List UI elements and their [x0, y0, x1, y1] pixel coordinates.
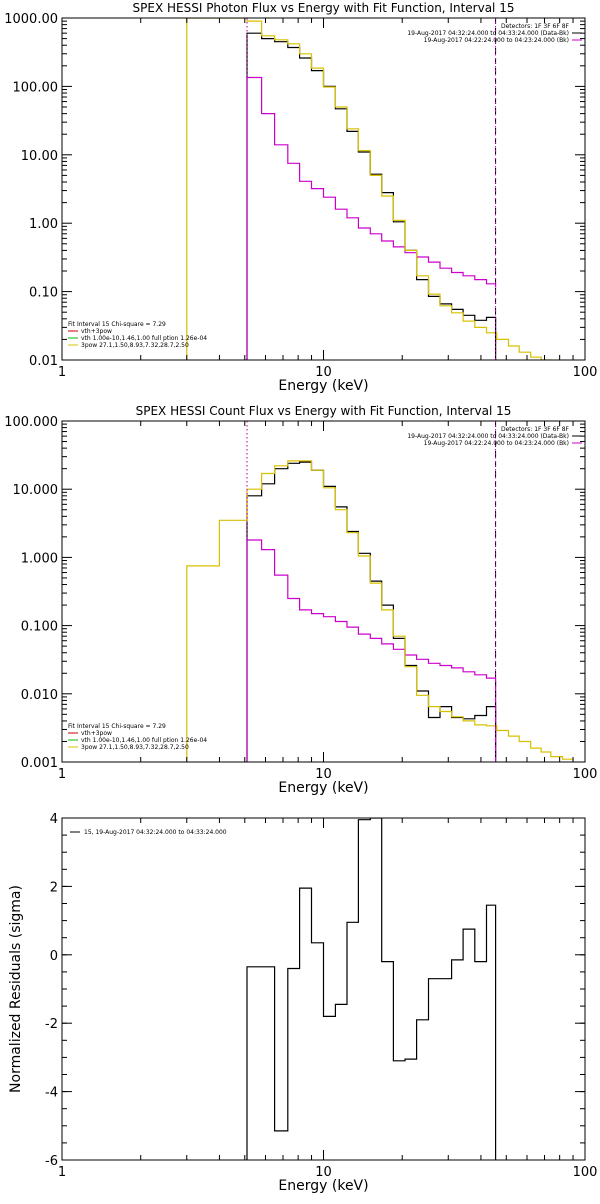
x-axis-label: Energy (keV) [278, 1178, 368, 1194]
legend-bottom-text: 3pow 27.1,1.50,8.93,7.32,28.7,2.50 [81, 744, 189, 751]
series-line-1 [246, 76, 497, 360]
x-tick-label: 10 [315, 767, 332, 782]
y-tick-label: 1000.00 [4, 12, 58, 27]
legend-top-text: 19-Aug-2017 04:22:24.000 to 04:23:24.000… [424, 440, 569, 447]
legend-top-text: Detectors: 1F 3F 6F 8F [501, 426, 570, 433]
y-tick-label: 0.100 [21, 620, 58, 635]
y-tick-label: 100.000 [4, 415, 58, 430]
y-tick-label: 0 [50, 949, 58, 964]
series-line-2 [186, 460, 574, 762]
x-tick-label: 1 [58, 1165, 66, 1180]
legend-bottom-text: 3pow 27.1,1.50,8.93,7.32,28.7,2.50 [81, 342, 189, 349]
legend-top-text: 15, 19-Aug-2017 04:32:24.000 to 04:33:24… [84, 829, 227, 836]
chart-title: SPEX HESSI Photon Flux vs Energy with Fi… [133, 1, 515, 15]
legend-top-text: Detectors: 1F 3F 6F 8F [501, 23, 570, 30]
series-line-0 [246, 32, 497, 360]
y-tick-label: 0.010 [21, 688, 58, 703]
series-line-0 [246, 461, 497, 762]
y-tick-label: 1.00 [29, 217, 58, 232]
chart-photon: SPEX HESSI Photon Flux vs Energy with Fi… [4, 1, 597, 394]
y-tick-label: 10.000 [13, 483, 59, 498]
y-tick-label: -2 [45, 1017, 58, 1032]
series-line-2 [186, 18, 552, 360]
y-tick-label: 0.001 [21, 756, 58, 771]
series-group [186, 460, 574, 762]
x-tick-label: 10 [315, 365, 332, 380]
legend-bottom-text: vth+3pow [81, 730, 112, 737]
y-tick-label: 0.10 [29, 286, 58, 301]
legend-bottom-text: Fit Interval 15 Chi-square = 7.29 [68, 321, 166, 328]
series-line-1 [246, 539, 497, 762]
y-tick-label: 1.000 [21, 551, 58, 566]
legend-bottom-text: vth 1.00e-10,1.46,1.00 full ption 1.26e-… [81, 335, 207, 342]
y-tick-label: 2 [50, 880, 58, 895]
x-axis-label: Energy (keV) [278, 378, 368, 394]
x-tick-label: 1 [58, 365, 66, 380]
y-tick-label: -4 [45, 1086, 58, 1101]
x-tick-label: 10 [315, 1165, 332, 1180]
legend-bottom-text: vth+3pow [81, 328, 112, 335]
x-tick-label: 1 [58, 767, 66, 782]
series-line-0 [246, 818, 497, 1160]
y-tick-label: -6 [45, 1154, 58, 1169]
x-axis-label: Energy (keV) [278, 780, 368, 796]
chart-residuals: 1 10 100 Energy (keV) -6 -4 -2 0 2 4 Normalized Re… [8, 812, 597, 1194]
legend-bottom-text: vth 1.00e-10,1.46,1.00 full ption 1.26e-… [81, 737, 207, 744]
y-tick-label: 10.00 [21, 149, 58, 164]
x-tick-label: 100 [573, 365, 598, 380]
y-tick-label: 100.00 [13, 80, 59, 95]
legend-top-text: 19-Aug-2017 04:22:24.000 to 04:23:24.000… [424, 37, 569, 44]
legend-top-text: 19-Aug-2017 04:32:24.000 to 04:33:24.000… [407, 433, 569, 440]
series-group [186, 18, 552, 360]
y-axis-label: Normalized Residuals (sigma) [8, 885, 24, 1093]
y-tick-label: 4 [50, 812, 58, 827]
y-tick-label: 0.01 [29, 354, 58, 369]
chart-title: SPEX HESSI Count Flux vs Energy with Fit… [136, 404, 512, 418]
legend-bottom-text: Fit Interval 15 Chi-square = 7.29 [68, 723, 166, 730]
chart-count: SPEX HESSI Count Flux vs Energy with Fit… [4, 404, 597, 796]
series-group [246, 818, 497, 1160]
x-tick-label: 100 [573, 1165, 598, 1180]
x-tick-label: 100 [573, 767, 598, 782]
legend-top-text: 19-Aug-2017 04:32:24.000 to 04:33:24.000… [407, 30, 569, 37]
